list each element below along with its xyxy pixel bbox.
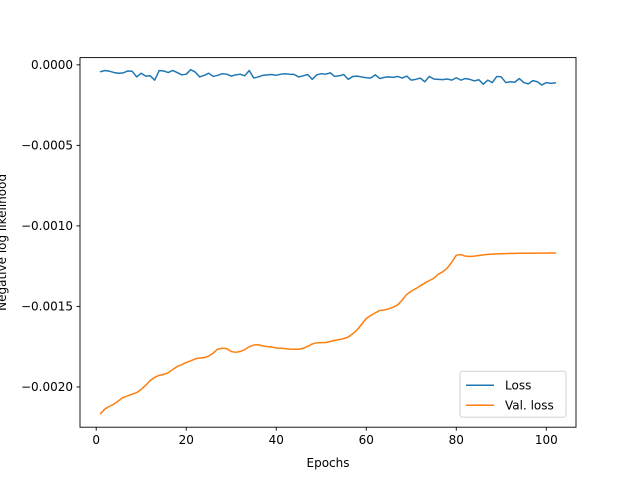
x-tick-label: 0 <box>92 433 100 447</box>
legend-label: Loss <box>505 379 531 393</box>
y-tick-label: −0.0020 <box>21 380 73 394</box>
y-tick-label: −0.0005 <box>21 139 73 153</box>
x-tick-label: 40 <box>269 433 284 447</box>
y-axis-label: Negative log likelihood <box>0 174 9 311</box>
plot-lines <box>99 68 557 415</box>
x-axis-label: Epochs <box>307 456 350 470</box>
axes-frame <box>79 57 577 428</box>
y-axis-ticks: 0.0000 −0.0005 −0.0010 −0.0015 −0.0020 <box>21 58 80 394</box>
x-tick-label: 60 <box>359 433 374 447</box>
x-tick-label: 100 <box>535 433 558 447</box>
x-axis-ticks: 0 20 40 60 80 100 <box>92 427 558 447</box>
y-tick-label: −0.0010 <box>21 219 73 233</box>
series-line-loss <box>99 68 557 86</box>
legend: Loss Val. loss <box>459 370 567 418</box>
y-tick-label: −0.0015 <box>21 300 73 314</box>
series-line-val-loss <box>99 252 557 415</box>
y-tick-label: 0.0000 <box>31 58 73 72</box>
x-tick-label: 20 <box>179 433 194 447</box>
legend-label: Val. loss <box>505 399 554 413</box>
x-tick-label: 80 <box>449 433 464 447</box>
